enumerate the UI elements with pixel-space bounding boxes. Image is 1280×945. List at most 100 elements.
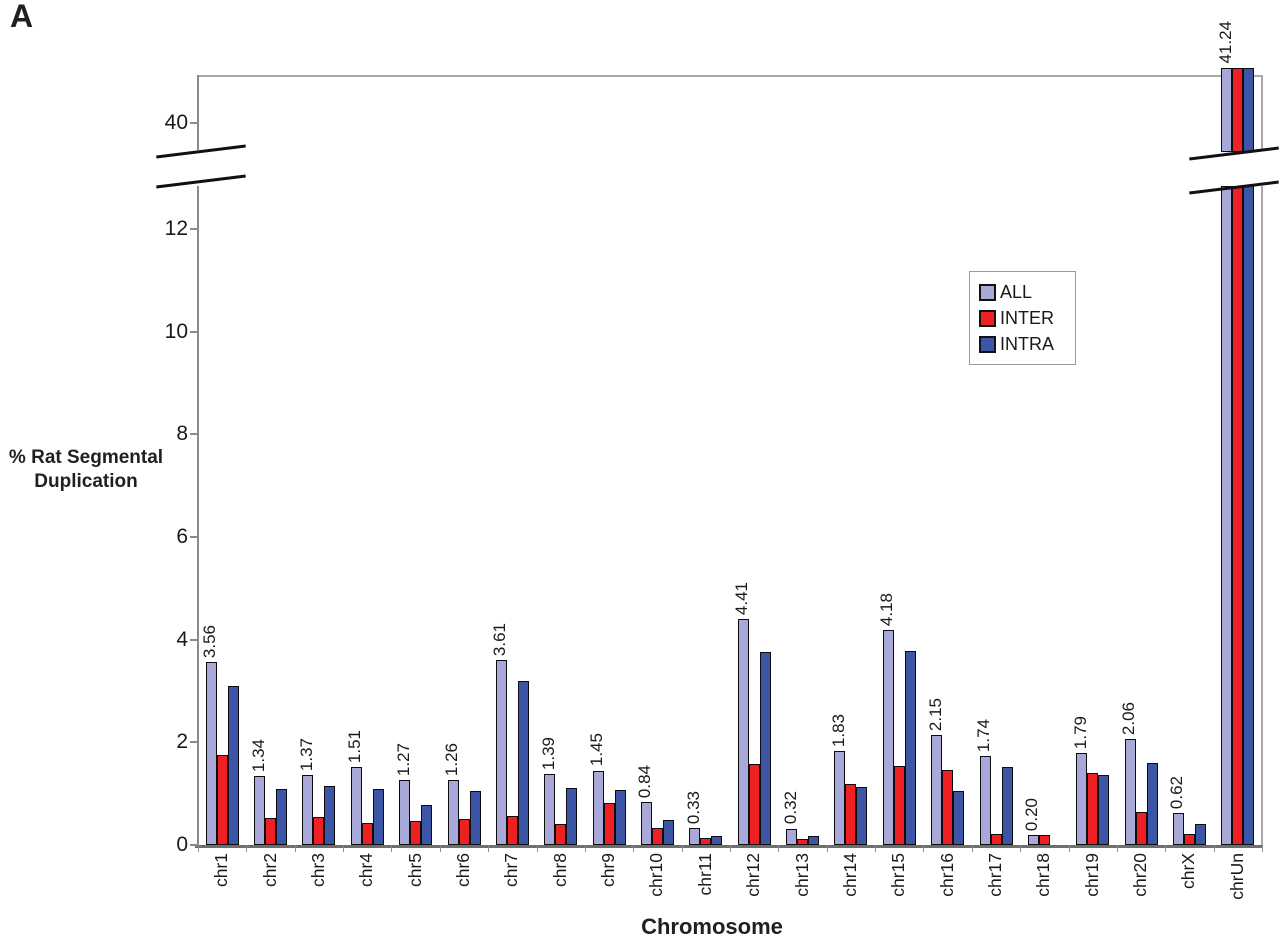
bar-value-label-chr3: 1.37 — [296, 737, 316, 771]
bar-intra-chrUn-upper — [1243, 68, 1255, 152]
y-tick-0 — [190, 844, 198, 846]
x-tick-5 — [439, 845, 441, 852]
x-tick-label-chr17: chr17 — [985, 853, 1005, 897]
x-tick-12 — [778, 845, 780, 852]
legend-item-all: ALL — [979, 279, 1075, 305]
bar-inter-chr10 — [651, 828, 663, 845]
bar-value-label-chr1: 3.56 — [200, 625, 220, 659]
x-tick-17 — [1020, 845, 1022, 852]
plot-frame-top — [197, 75, 1263, 77]
y-axis-line-lower — [197, 186, 199, 845]
x-tick-label-chr18: chr18 — [1033, 853, 1054, 897]
bar-all-chr13 — [786, 828, 798, 845]
legend: ALL INTER INTRA — [969, 271, 1076, 365]
panel-label: A — [10, 0, 34, 34]
bar-inter-chr13 — [797, 839, 809, 845]
x-tick-21 — [1213, 845, 1215, 852]
bar-inter-chr15 — [893, 766, 905, 845]
bar-inter-chr5 — [410, 821, 422, 845]
bar-all-chr2 — [254, 776, 266, 845]
bar-value-label-chr17: 1.74 — [974, 718, 993, 752]
bar-all-chr10 — [640, 801, 652, 845]
axis-break-slash-left-lower — [156, 174, 246, 189]
bar-all-chrUn-lower — [1221, 186, 1233, 845]
bar-all-chr18 — [1027, 834, 1039, 845]
y-tick-10 — [190, 330, 198, 333]
bar-value-label-chr9: 1.45 — [587, 733, 607, 767]
x-tick-label-chr7: chr7 — [501, 853, 522, 888]
bar-intra-chr13 — [808, 836, 820, 845]
bar-inter-chr14 — [845, 784, 857, 845]
x-tick-18 — [1068, 845, 1070, 852]
x-axis-line — [195, 845, 1263, 848]
bar-value-label-chr20: 2.06 — [1119, 702, 1139, 736]
bar-all-chr5 — [399, 779, 411, 845]
bar-all-chr14 — [834, 751, 846, 845]
y-tick-label-6: 6 — [176, 525, 188, 549]
bar-intra-chr4 — [372, 788, 384, 845]
y-tick-12 — [190, 228, 198, 231]
bar-intra-chr17 — [1001, 766, 1013, 845]
plot-frame-right-upper — [1261, 75, 1263, 150]
bar-inter-chrUn-lower — [1232, 186, 1244, 845]
bar-intra-chr15 — [904, 650, 916, 845]
legend-swatch-all — [979, 283, 996, 301]
bar-intra-chr14 — [856, 786, 868, 845]
bar-inter-chr17 — [990, 834, 1002, 845]
x-tick-label-chr9: chr9 — [598, 853, 619, 888]
y-tick-label-0: 0 — [176, 833, 188, 856]
y-tick-6 — [190, 536, 198, 539]
bar-inter-chr20 — [1135, 812, 1147, 845]
bar-all-chrX — [1172, 813, 1184, 845]
bar-intra-chr19 — [1098, 774, 1110, 845]
x-tick-4 — [391, 845, 393, 852]
bar-value-label-chr11: 0.33 — [683, 790, 703, 825]
bar-value-label-chrUn: 41.24 — [1215, 21, 1235, 64]
x-tick-3 — [343, 845, 345, 852]
bar-all-chr8 — [544, 773, 556, 845]
bar-all-chr7 — [495, 659, 507, 845]
bar-inter-chrX — [1183, 833, 1195, 845]
legend-swatch-intra — [979, 335, 996, 353]
y-tick-label-4: 4 — [176, 627, 188, 651]
x-tick-label-chr19: chr19 — [1081, 853, 1102, 897]
legend-label-inter: INTER — [1000, 307, 1054, 328]
x-tick-label-chr13: chr13 — [791, 853, 812, 897]
bar-inter-chr1 — [216, 754, 228, 845]
bar-intra-chr8 — [566, 787, 578, 845]
bar-intra-chr7 — [517, 680, 529, 845]
x-tick-10 — [681, 845, 683, 852]
bar-value-label-chr19: 1.79 — [1070, 716, 1090, 750]
bar-all-chr15 — [882, 630, 894, 845]
bar-all-chr1 — [205, 662, 217, 845]
bar-value-label-chr16: 2.15 — [925, 697, 945, 731]
x-tick-19 — [1116, 845, 1118, 852]
bar-all-chr20 — [1124, 739, 1136, 845]
x-tick-label-chr20: chr20 — [1130, 853, 1151, 897]
x-tick-label-chrUn: chrUn — [1226, 853, 1247, 900]
y-tick-label-8: 8 — [176, 422, 188, 446]
x-tick-20 — [1165, 845, 1167, 852]
y-tick-40 — [190, 122, 198, 124]
x-axis-title: Chromosome — [641, 914, 783, 939]
y-tick-label-2: 2 — [176, 730, 188, 754]
bar-intra-chr16 — [953, 791, 965, 845]
bar-all-chr11 — [689, 828, 701, 845]
legend-item-inter: INTER — [979, 305, 1075, 331]
bar-intra-chr2 — [276, 788, 288, 845]
x-tick-label-chr1: chr1 — [211, 853, 232, 888]
x-tick-label-chr8: chr8 — [549, 853, 570, 888]
bar-inter-chr7 — [506, 815, 518, 845]
x-tick-22 — [1262, 845, 1263, 852]
x-tick-1 — [246, 845, 248, 852]
x-tick-label-chr2: chr2 — [259, 853, 280, 888]
x-tick-16 — [971, 845, 973, 852]
bar-value-label-chr10: 0.84 — [635, 764, 655, 798]
bar-intra-chr9 — [614, 789, 626, 845]
legend-item-intra: INTRA — [979, 331, 1075, 357]
x-tick-7 — [536, 845, 538, 852]
bar-value-label-chr5: 1.27 — [393, 742, 413, 776]
x-tick-label-chr14: chr14 — [839, 853, 860, 897]
bar-inter-chr16 — [942, 769, 954, 845]
